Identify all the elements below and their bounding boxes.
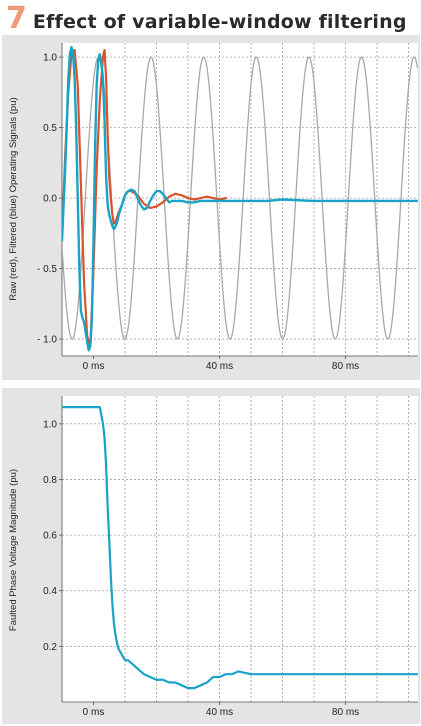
figure-title-text: Effect of variable-window filtering xyxy=(32,11,407,33)
figure-title: 7 Effect of variable-window filtering xyxy=(6,3,407,35)
y-tick-label: 0.4 xyxy=(43,586,57,597)
y-tick-label: 0.6 xyxy=(43,531,57,542)
x-tick-label: 80 ms xyxy=(332,707,359,718)
series-line-reference-sine xyxy=(62,56,418,340)
series-line-raw xyxy=(62,48,227,348)
y-tick-label: 0.5 xyxy=(43,123,57,134)
y-axis-label: Raw (red), Filtered (blue) Operating Sig… xyxy=(8,97,19,300)
chart-panel-voltage-magnitude: 0.2 0.4 0.6 0.8 1.0 0 ms 40 ms 80 ms Faulted Pha… xyxy=(2,388,420,724)
x-tick-label: 0 ms xyxy=(83,361,105,372)
y-tick-label: - 0.5 xyxy=(37,264,57,275)
x-tick-label: 0 ms xyxy=(83,707,105,718)
y-tick-label: 0.0 xyxy=(43,194,57,205)
operating-signals-chart: - 1.0 - 0.5 0.0 0.5 1.0 0 ms 40 ms 80 ms Raw (re… xyxy=(8,43,418,372)
x-tick-label: 40 ms xyxy=(206,707,233,718)
plot-area xyxy=(62,396,418,702)
y-tick-label: 0.2 xyxy=(43,642,57,653)
y-tick-label: 1.0 xyxy=(43,53,57,64)
y-tick-label: - 1.0 xyxy=(37,335,57,346)
y-axis-label: Faulted Phase Voltage Magnitude (pu) xyxy=(8,469,19,631)
y-tick-label: 0.8 xyxy=(43,475,57,486)
series-line-filtered xyxy=(62,46,418,352)
plot-area xyxy=(62,43,418,356)
chart-panel-operating-signals: - 1.0 - 0.5 0.0 0.5 1.0 0 ms 40 ms 80 ms Raw (re… xyxy=(2,35,420,380)
x-tick-label: 80 ms xyxy=(332,361,359,372)
voltage-magnitude-chart: 0.2 0.4 0.6 0.8 1.0 0 ms 40 ms 80 ms Faulted Pha… xyxy=(8,396,418,718)
x-tick-label: 40 ms xyxy=(206,361,233,372)
y-tick-label: 1.0 xyxy=(43,419,57,430)
series-line-magnitude xyxy=(62,406,418,690)
figure-number: 7 xyxy=(6,1,27,36)
